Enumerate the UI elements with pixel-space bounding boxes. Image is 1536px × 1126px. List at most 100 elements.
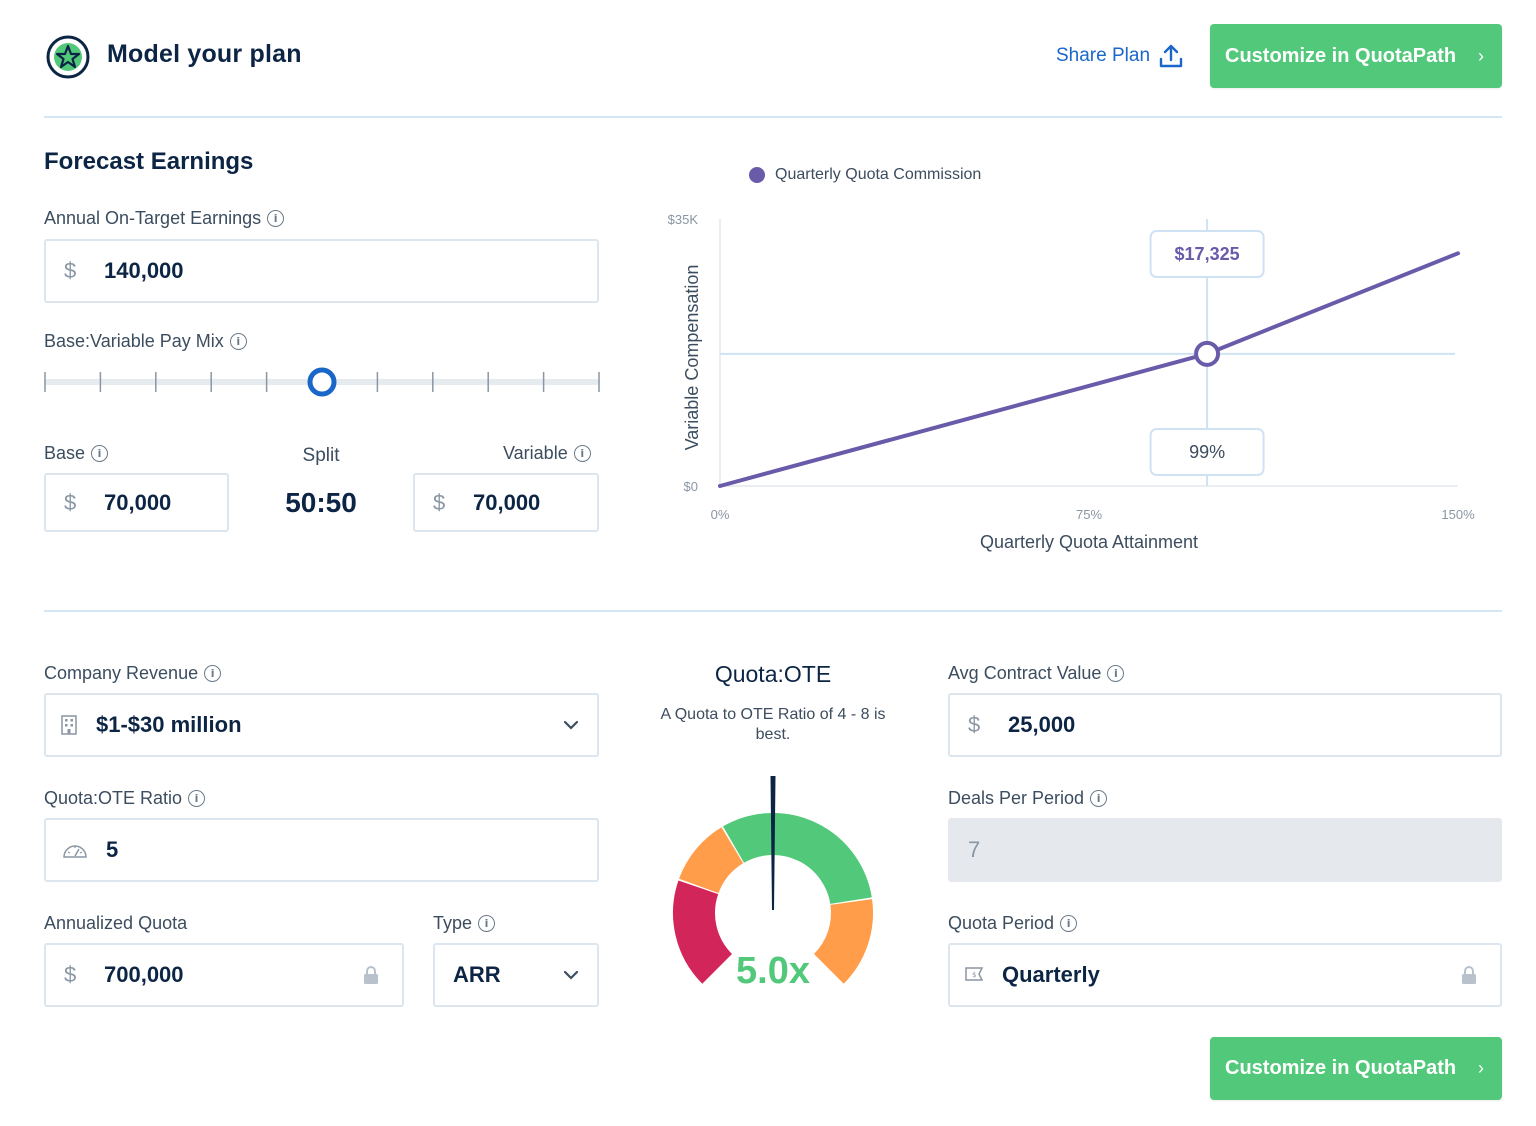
gauge-segment-above [813, 899, 873, 984]
info-icon[interactable]: i [478, 915, 496, 932]
company-revenue-label-text: Company Revenue [44, 663, 199, 683]
section-title-forecast: Forecast Earnings [44, 148, 254, 175]
customize-label: Customize in QuotaPath [1225, 44, 1457, 67]
gauge-value: 5.0x [736, 950, 810, 992]
building-icon [61, 715, 77, 735]
lock-icon [1462, 966, 1476, 984]
deals-per-period-label: Deals Per Period i [948, 788, 1108, 809]
info-icon[interactable]: i [188, 790, 206, 807]
info-icon[interactable]: i [204, 665, 222, 682]
attainment-tooltip [1149, 428, 1265, 476]
quota-period-label-text: Quota Period [948, 913, 1055, 933]
variable-input[interactable]: $ 70,000 [413, 473, 599, 532]
quota-period-label: Quota Period i [948, 913, 1078, 934]
legend-swatch [749, 167, 765, 183]
pay-mix-label: Base:Variable Pay Mix i [44, 331, 247, 352]
dollar-icon: $ [64, 258, 77, 283]
base-value: 70,000 [104, 489, 172, 515]
customize-button-bottom[interactable]: Customize in QuotaPath › [1210, 1037, 1502, 1100]
attainment-tooltip-label: 99% [1189, 442, 1225, 462]
page-title: Model your plan [107, 40, 302, 68]
quota-period-select: $ Quarterly [948, 943, 1502, 1007]
quota-ote-ratio-value: 5 [106, 837, 119, 862]
lock-icon [364, 966, 378, 984]
type-select[interactable]: ARR [433, 943, 599, 1007]
ote-label-text: Annual On-Target Earnings [44, 208, 262, 228]
info-icon[interactable]: i [1060, 915, 1078, 932]
svg-text:$: $ [972, 971, 976, 979]
type-label-text: Type [433, 913, 473, 933]
share-plan-link[interactable]: Share Plan [1056, 43, 1184, 69]
info-icon[interactable]: i [573, 445, 591, 462]
split-value: 50:50 [285, 487, 357, 518]
customize-label: Customize in QuotaPath [1225, 1057, 1457, 1079]
dollar-icon: $ [968, 712, 981, 737]
annualized-quota-value: 700,000 [104, 962, 184, 987]
value-tooltip-label: $17,325 [1175, 244, 1240, 264]
type-value: ARR [453, 962, 501, 987]
share-plan-label: Share Plan [1056, 45, 1151, 66]
marker-point[interactable] [1194, 340, 1221, 367]
quota-ote-gauge [673, 776, 873, 984]
gauge-segment-low [673, 880, 733, 984]
divider-top [44, 116, 1502, 118]
base-label-text: Base [44, 443, 86, 463]
quota-ote-ratio-label: Quota:OTE Ratio i [44, 788, 206, 809]
commission-chart: $0 $35K 0% 75% 150% Quarterly Quota Attainmen… [668, 212, 1475, 552]
company-revenue-select[interactable]: $1-$30 million [44, 693, 599, 757]
x-tick-label: 150% [1441, 507, 1475, 522]
ote-label: Annual On-Target Earnings i [44, 208, 285, 229]
info-icon[interactable]: i [229, 333, 247, 350]
chevron-right-icon: › [1478, 45, 1484, 66]
x-tick-label: 0% [711, 507, 730, 522]
pay-mix-label-text: Base:Variable Pay Mix [44, 331, 224, 351]
quota-period-value: Quarterly [1002, 962, 1100, 987]
upload-icon [1159, 44, 1183, 68]
gauge-segment-below [679, 827, 744, 894]
acv-input[interactable]: $ 25,000 [948, 693, 1502, 757]
info-icon[interactable]: i [91, 445, 109, 462]
gauge-title: Quota:OTE [714, 661, 832, 687]
gauge-needle [770, 776, 776, 910]
company-revenue-label: Company Revenue i [44, 663, 222, 684]
chart-legend: Quarterly Quota Commission [749, 166, 981, 184]
dollar-icon: $ [433, 489, 446, 515]
acv-label: Avg Contract Value i [948, 663, 1125, 684]
split-label: Split [302, 445, 340, 466]
slider-knob[interactable] [307, 367, 337, 397]
info-icon[interactable]: i [267, 210, 285, 227]
calendar-flag-icon: $ [965, 967, 984, 981]
pay-mix-slider[interactable] [44, 362, 600, 402]
variable-label-text: Variable [503, 443, 568, 463]
deals-per-period-value: 7 [968, 837, 981, 862]
deals-per-period-label-text: Deals Per Period [948, 788, 1085, 808]
y-axis-title: Variable Compensation [682, 265, 702, 451]
quotapath-logo-icon [46, 35, 90, 79]
series-line [718, 251, 1460, 488]
y-tick-label: $35K [668, 212, 699, 227]
customize-button-top[interactable]: Customize in QuotaPath › [1210, 24, 1502, 88]
deals-per-period-input: 7 [948, 818, 1502, 882]
quota-ote-ratio-label-text: Quota:OTE Ratio [44, 788, 183, 808]
y-tick-label: $0 [684, 479, 698, 494]
legend-label: Quarterly Quota Commission [775, 166, 982, 183]
base-label: Base i [44, 443, 109, 464]
annualized-quota-input: $ 700,000 [44, 943, 404, 1007]
speedometer-icon [63, 845, 87, 858]
x-axis-title: Quarterly Quota Attainment [980, 532, 1198, 552]
x-tick-label: 75% [1076, 507, 1102, 522]
dollar-icon: $ [64, 962, 77, 987]
annualized-quota-label: Annualized Quota [44, 913, 187, 934]
annualized-quota-label-text: Annualized Quota [44, 913, 188, 933]
info-icon[interactable]: i [1090, 790, 1108, 807]
info-icon[interactable]: i [1107, 665, 1125, 682]
acv-label-text: Avg Contract Value [948, 663, 1102, 683]
company-revenue-value: $1-$30 million [96, 712, 242, 737]
ote-value: 140,000 [104, 258, 184, 283]
ote-input[interactable]: $ 140,000 [44, 239, 599, 303]
variable-value: 70,000 [473, 489, 541, 515]
variable-label: Variable i [503, 443, 591, 464]
quota-ote-ratio-input[interactable]: 5 [44, 818, 599, 882]
type-label: Type i [433, 913, 496, 934]
base-input[interactable]: $ 70,000 [44, 473, 229, 532]
